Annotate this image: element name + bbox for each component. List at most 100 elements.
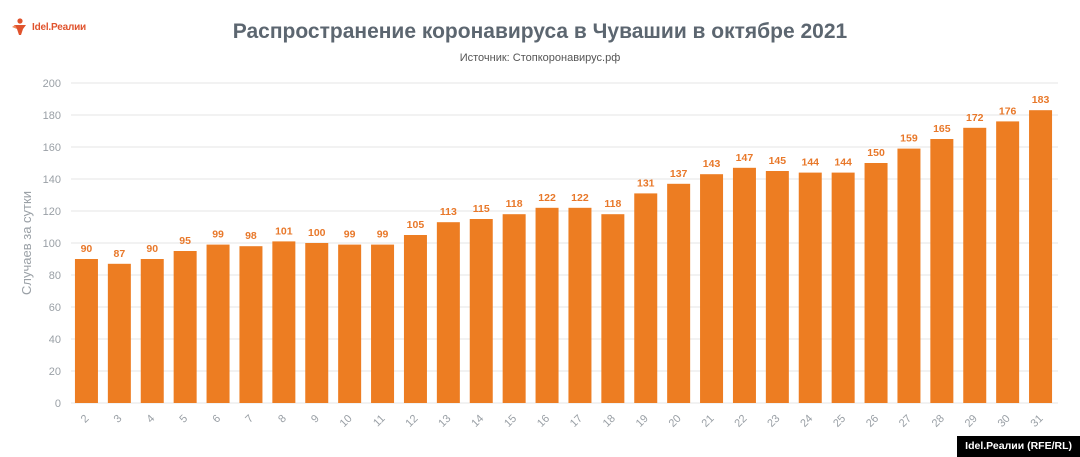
x-tick-label: 28 [930,413,947,430]
bar-value-label: 98 [245,230,257,242]
bar-value-label: 113 [440,206,457,218]
bar-value-label: 95 [179,235,191,247]
bar-value-label: 99 [344,229,356,241]
bar-value-label: 159 [900,133,918,145]
bar-value-label: 145 [769,155,787,167]
bar [272,241,296,403]
x-tick-label: 23 [765,413,782,430]
bar-value-label: 99 [212,229,224,241]
bar [436,222,460,403]
bar-value-label: 100 [308,227,326,239]
bar [667,183,691,403]
bar [502,214,526,403]
bar-value-label: 90 [146,243,158,255]
bar [765,171,789,403]
bar [403,235,427,403]
logo-figure-icon [12,18,26,35]
x-tick-label: 27 [897,413,914,430]
bar-value-label: 105 [407,219,425,231]
bar [206,244,230,403]
bar [700,174,724,403]
chart-title: Распространение коронавируса в Чувашии в… [232,20,848,43]
y-tick-label: 140 [43,174,61,186]
x-tick-label: 12 [403,413,420,430]
x-tick-label: 13 [436,413,453,430]
y-tick-label: 0 [55,398,61,410]
bar [897,148,921,403]
bar-value-label: 118 [506,198,523,210]
bar-value-label: 115 [473,203,490,215]
x-tick-label: 21 [700,413,717,430]
bar-value-label: 183 [1032,94,1050,106]
bar-value-label: 118 [604,198,621,210]
bar-value-label: 131 [637,177,655,189]
y-tick-label: 120 [43,206,61,218]
y-tick-label: 40 [49,334,61,346]
x-tick-label: 14 [469,413,486,430]
x-tick-label: 10 [338,413,355,430]
bar-value-label: 122 [571,192,589,204]
x-tick-label: 4 [145,413,158,426]
y-tick-label: 60 [49,302,61,314]
logo-text: Idel.Реалии [32,21,86,33]
bar-labels: 90 87 90 95 99 98 101 100 99 99 105 113 115 118 122 122… [81,94,1050,260]
x-tick-label: 17 [568,413,585,430]
x-tick-label: 9 [309,413,322,426]
x-tick-label: 3 [112,413,125,426]
x-tick-label: 25 [831,413,848,430]
brand-logo: Idel.Реалии [12,18,86,36]
x-tick-label: 20 [667,413,684,430]
grid-lines [71,82,1058,404]
bar-value-label: 172 [966,112,984,124]
bar [469,219,493,403]
bar [1029,110,1053,403]
x-tick-label: 19 [634,413,651,430]
bar [107,263,131,403]
bar [798,172,822,403]
y-axis-ticks: 0 20 40 60 80 100 120 140 160 180 200 [43,78,61,410]
bar [634,193,658,403]
bar-value-label: 143 [703,158,721,170]
bar-value-label: 144 [834,157,852,169]
x-tick-label: 2 [79,413,92,426]
bar-value-label: 165 [933,123,951,135]
bars [74,110,1053,404]
x-tick-label: 29 [963,413,980,430]
bar [831,172,855,403]
y-tick-label: 100 [43,238,61,250]
chart-subtitle: Источник: Стопкоронавирус.рф [459,52,621,64]
y-tick-label: 160 [43,142,61,154]
x-tick-label: 11 [371,413,388,430]
bar [930,139,954,403]
x-tick-label: 18 [601,413,618,430]
y-tick-label: 180 [43,110,61,122]
bar [568,207,592,403]
x-tick-label: 6 [210,413,223,426]
x-tick-label: 5 [177,413,190,426]
x-tick-label: 30 [996,413,1013,430]
x-tick-label: 24 [798,413,815,430]
bar [732,167,756,403]
bar-value-label: 137 [670,168,688,180]
bar [305,243,329,403]
bar [601,214,625,403]
y-axis-label: Случаев за сутки [19,191,34,295]
bar [371,244,395,403]
x-tick-label: 15 [502,413,519,430]
x-axis-ticks: 2 3 4 5 6 7 8 9 10 11 12 13 14 15 16 17 18 19 20 21 22 23 24 25… [79,413,1046,430]
bar-value-label: 99 [377,229,389,241]
x-tick-label: 8 [276,413,289,426]
x-tick-label: 7 [243,413,256,426]
bar-value-label: 101 [275,225,293,237]
bar [338,244,362,403]
y-tick-label: 80 [49,270,61,282]
x-tick-label: 16 [535,413,552,430]
bar [239,246,263,403]
bar-value-label: 147 [736,152,754,164]
x-tick-label: 31 [1029,413,1046,430]
x-tick-label: 22 [732,413,749,430]
y-tick-label: 20 [49,366,61,378]
y-tick-label: 200 [43,78,61,90]
bar-value-label: 90 [81,243,93,255]
bar-value-label: 122 [538,192,556,204]
